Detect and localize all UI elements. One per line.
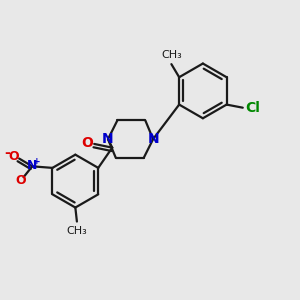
- Text: CH₃: CH₃: [67, 226, 87, 236]
- Text: N: N: [148, 132, 159, 146]
- Text: O: O: [8, 150, 19, 163]
- Text: CH₃: CH₃: [161, 50, 182, 60]
- Text: O: O: [15, 174, 26, 187]
- Text: N: N: [102, 132, 113, 146]
- Text: +: +: [33, 158, 41, 166]
- Text: -: -: [4, 146, 10, 160]
- Text: O: O: [81, 136, 93, 150]
- Text: N: N: [26, 159, 37, 172]
- Text: Cl: Cl: [245, 101, 260, 115]
